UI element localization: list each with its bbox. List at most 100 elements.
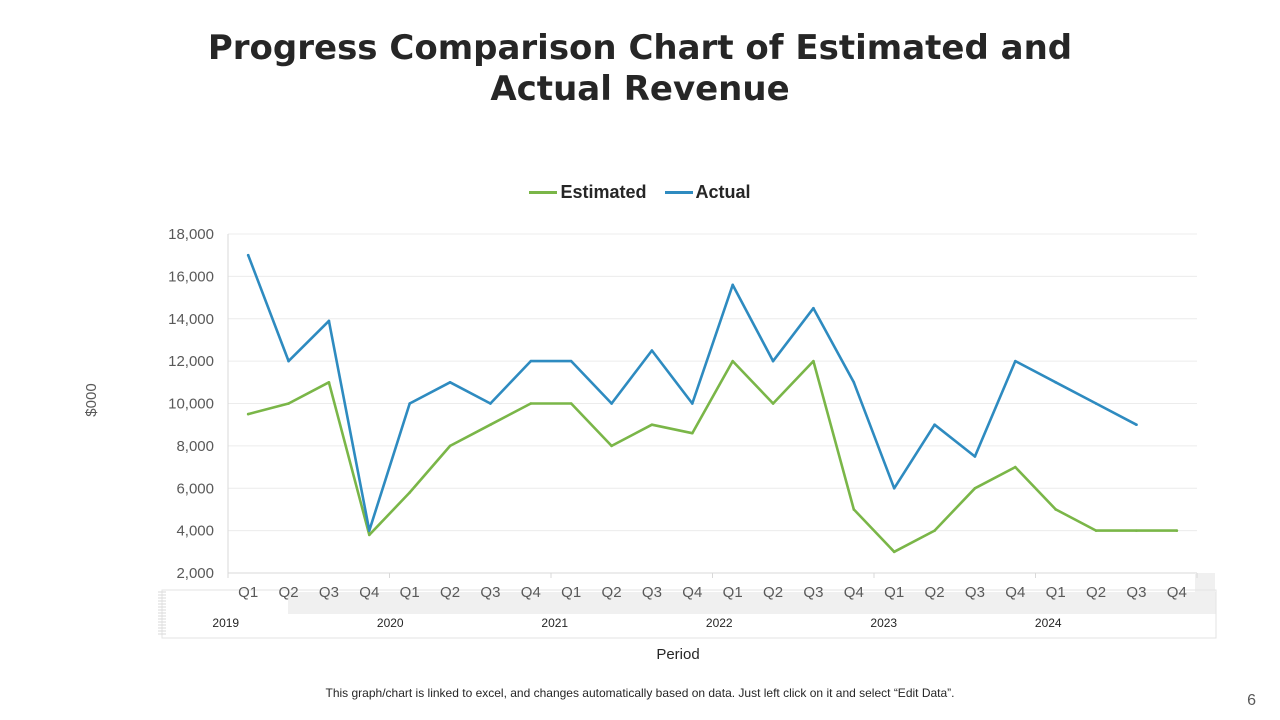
series-line-estimated xyxy=(246,359,1179,554)
x-tick-label: Q3 xyxy=(642,584,662,601)
x-tick-label: Q1 xyxy=(238,584,258,601)
data-point-estimated xyxy=(812,359,815,363)
legend-item-estimated: Estimated xyxy=(529,182,647,203)
data-point-estimated xyxy=(691,431,694,435)
x-tick-label: Q4 xyxy=(1005,584,1025,601)
data-point-estimated xyxy=(246,412,250,416)
chart-legend: Estimated Actual xyxy=(0,182,1280,203)
legend-swatch-actual xyxy=(664,191,693,194)
data-point-actual xyxy=(1054,381,1057,384)
data-point-actual xyxy=(529,359,533,363)
data-point-actual xyxy=(368,529,371,532)
data-point-estimated xyxy=(731,359,734,363)
data-point-estimated xyxy=(1175,529,1179,532)
x-tick-label: Q1 xyxy=(1046,584,1066,601)
x-axis-table-border xyxy=(161,589,1217,639)
data-point-estimated xyxy=(448,444,452,448)
y-tick-label: 14,000 xyxy=(168,311,214,328)
data-point-estimated xyxy=(489,423,492,426)
x-group-label: 2024 xyxy=(1035,616,1062,630)
data-point-estimated xyxy=(892,550,896,554)
y-tick-label: 4,000 xyxy=(176,523,214,540)
data-point-actual xyxy=(933,423,936,426)
x-tick-label: Q1 xyxy=(400,584,420,601)
data-point-estimated xyxy=(368,533,371,537)
x-tick-label: Q1 xyxy=(723,584,743,601)
x-tick-label: Q3 xyxy=(965,584,985,601)
x-tick-label: Q4 xyxy=(844,584,864,601)
data-point-actual xyxy=(771,359,775,363)
data-point-actual xyxy=(650,349,654,352)
data-point-estimated xyxy=(852,508,856,511)
data-point-estimated xyxy=(610,444,613,448)
data-point-actual xyxy=(408,402,411,405)
page-number: 6 xyxy=(1247,692,1256,709)
data-point-estimated xyxy=(327,381,331,384)
x-tick-label: Q2 xyxy=(1086,584,1106,601)
data-point-estimated xyxy=(933,529,936,532)
data-point-estimated xyxy=(973,486,977,490)
x-group-label: 2020 xyxy=(377,616,404,630)
x-group-label: 2022 xyxy=(706,616,733,630)
x-tick-label: Q2 xyxy=(440,584,460,601)
y-tick-label: 16,000 xyxy=(168,268,214,285)
data-point-actual xyxy=(610,402,613,405)
data-point-estimated xyxy=(408,491,411,494)
x-tick-label: Q3 xyxy=(480,584,500,601)
y-tick-label: 6,000 xyxy=(176,480,214,497)
data-point-estimated xyxy=(1094,529,1098,532)
x-axis-band xyxy=(288,592,1216,614)
data-point-actual xyxy=(489,402,492,405)
x-tick-label: Q4 xyxy=(521,584,541,601)
data-point-actual xyxy=(1094,402,1098,405)
legend-swatch-estimated xyxy=(529,191,558,194)
x-group-label: 2019 xyxy=(212,616,239,630)
data-point-actual xyxy=(448,381,452,384)
x-tick-label: Q2 xyxy=(763,584,783,601)
data-point-actual xyxy=(327,319,331,323)
x-group-label: 2021 xyxy=(541,616,568,630)
data-point-actual xyxy=(691,402,694,405)
x-tick-label: Q3 xyxy=(803,584,823,601)
data-point-actual xyxy=(892,486,896,490)
data-point-estimated xyxy=(287,402,290,405)
x-tick-label: Q4 xyxy=(682,584,702,601)
y-axis-title: $000 xyxy=(83,383,100,416)
x-tick-label: Q1 xyxy=(561,584,581,601)
footnote: This graph/chart is linked to excel, and… xyxy=(325,686,955,700)
data-point-actual xyxy=(246,253,250,257)
y-tick-label: 8,000 xyxy=(176,438,214,455)
x-axis-title: Period xyxy=(656,646,699,663)
data-point-actual xyxy=(569,359,573,363)
data-point-actual xyxy=(852,381,856,384)
legend-label-actual: Actual xyxy=(695,182,751,202)
x-group-label: 2023 xyxy=(870,616,897,630)
legend-label-estimated: Estimated xyxy=(560,182,647,202)
data-point-estimated xyxy=(529,402,533,405)
x-tick-label: Q3 xyxy=(319,584,339,601)
data-point-estimated xyxy=(1014,465,1017,469)
x-tick-label: Q3 xyxy=(1126,584,1146,601)
data-point-actual xyxy=(731,283,734,287)
data-point-estimated xyxy=(1054,508,1057,511)
y-tick-label: 10,000 xyxy=(168,396,214,413)
data-point-actual xyxy=(1014,359,1017,363)
data-point-actual xyxy=(812,306,815,310)
y-tick-label: 12,000 xyxy=(168,353,214,370)
data-point-actual xyxy=(973,455,977,458)
x-tick-label: Q4 xyxy=(1167,584,1187,601)
series-line-actual xyxy=(246,253,1138,532)
legend-item-actual: Actual xyxy=(664,182,751,203)
x-tick-label: Q1 xyxy=(884,584,904,601)
y-tick-label: 18,000 xyxy=(168,226,214,243)
data-point-estimated xyxy=(650,423,654,426)
data-point-actual xyxy=(1135,423,1138,426)
x-tick-label: Q2 xyxy=(279,584,299,601)
data-point-estimated xyxy=(1135,529,1138,532)
chart-title: Progress Comparison Chart of Estimated a… xyxy=(207,28,1073,109)
x-tick-label: Q2 xyxy=(925,584,945,601)
x-tick-label: Q4 xyxy=(359,584,379,601)
x-tick-label: Q2 xyxy=(602,584,622,601)
data-point-actual xyxy=(287,359,290,363)
